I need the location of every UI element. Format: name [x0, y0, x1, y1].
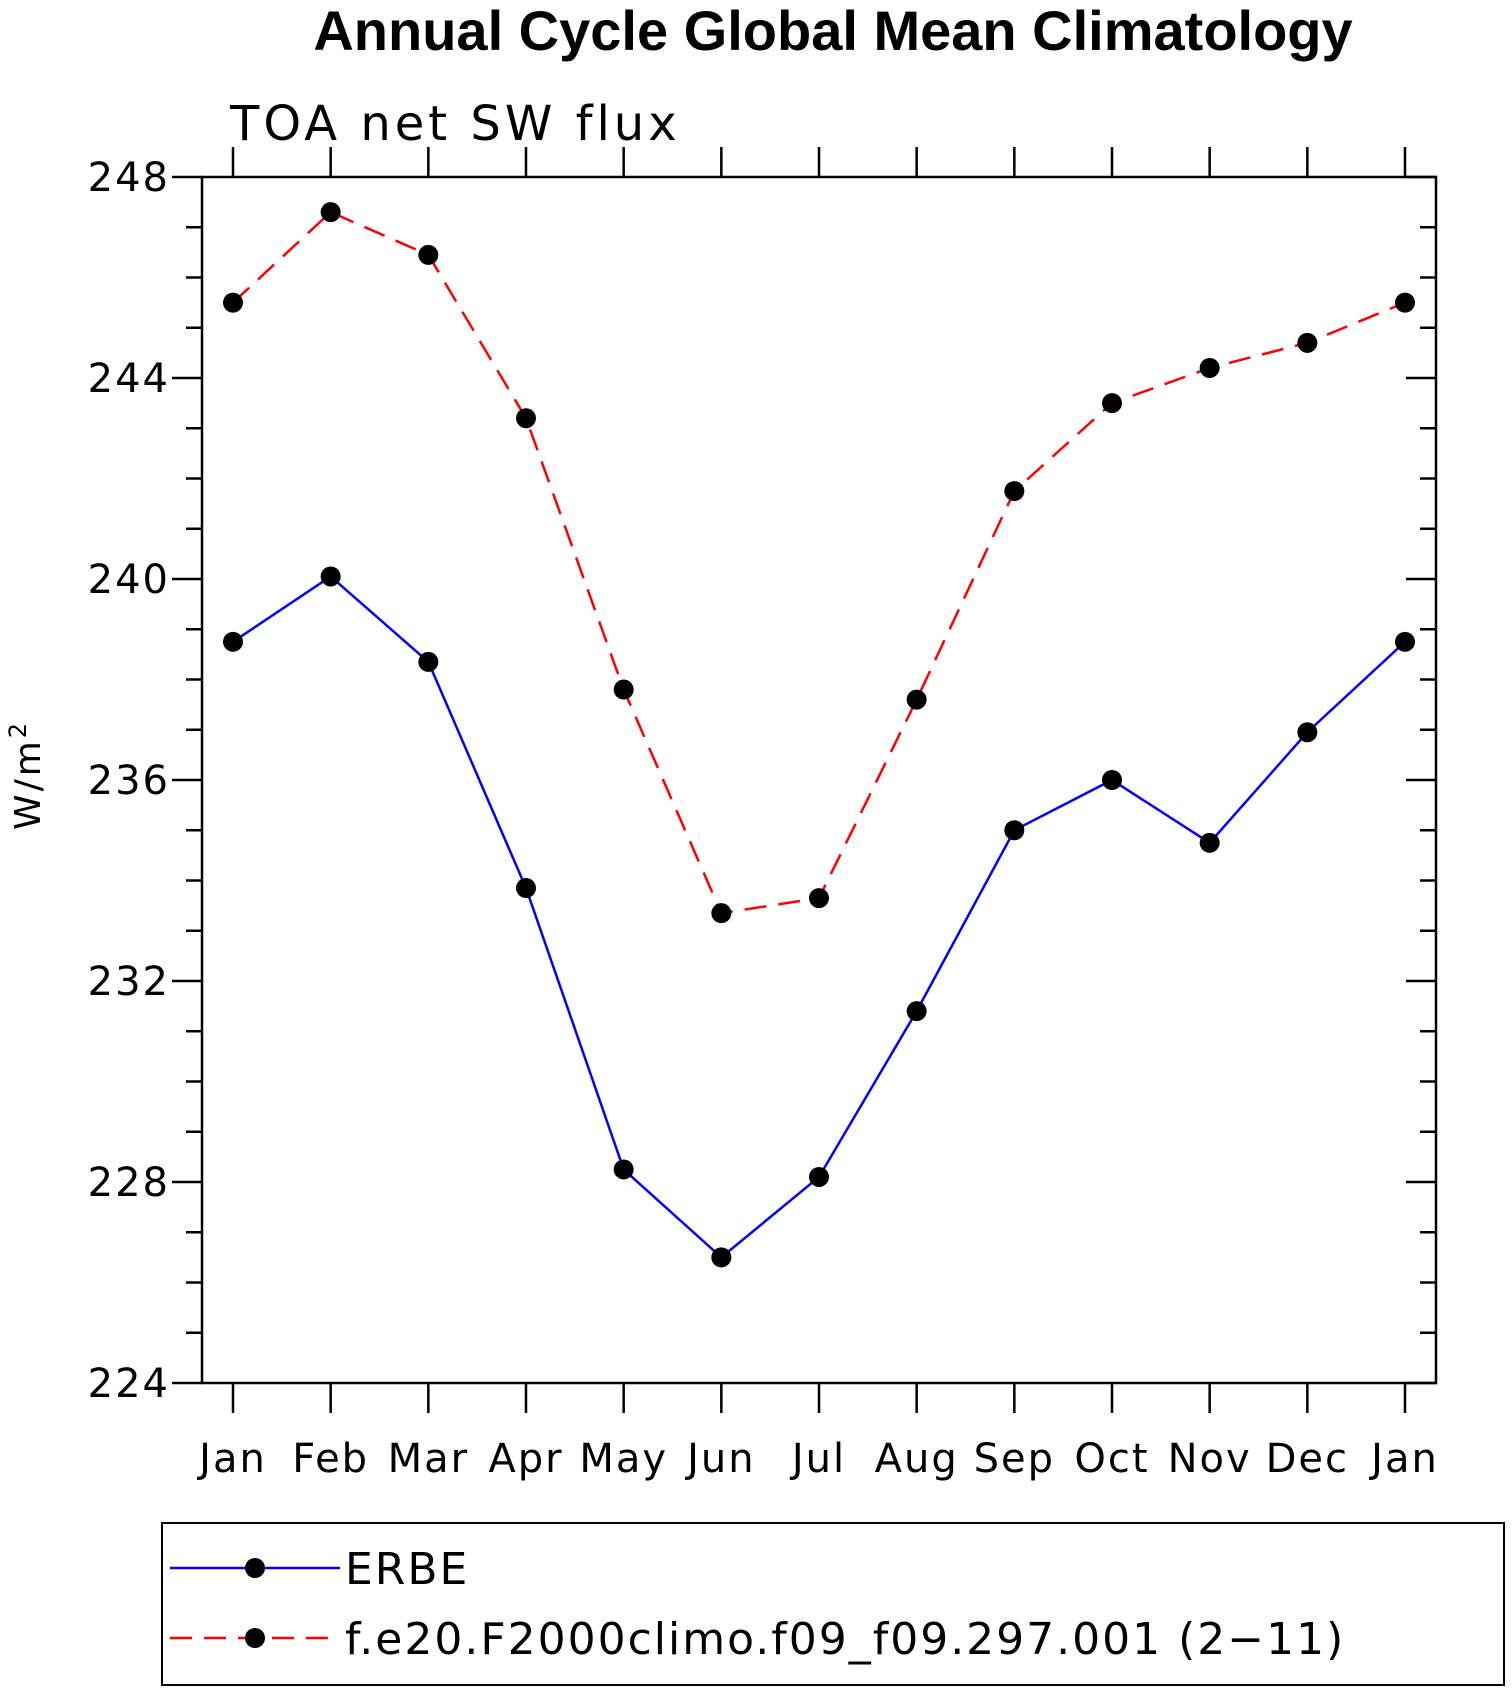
series-0-point — [906, 1001, 927, 1022]
series-1-point — [1004, 481, 1025, 502]
series-layer — [223, 202, 1415, 1268]
series-0-point — [1102, 770, 1122, 790]
series-0-point — [1004, 820, 1025, 841]
y-tick-label: 244 — [88, 356, 170, 402]
legend-label-0: ERBE — [345, 1544, 469, 1595]
series-0-point — [223, 631, 243, 652]
series-1-point — [418, 244, 439, 265]
chart-subtitle: TOA net SW flux — [229, 96, 681, 152]
series-line-0 — [232, 574, 1406, 1260]
series-0-point — [1297, 722, 1318, 743]
series-0-point — [1199, 832, 1220, 853]
plot-frame — [200, 175, 1438, 1385]
y-axis-label-superscript: 2 — [4, 720, 32, 738]
x-tick-label: Jul — [789, 1436, 846, 1482]
series-line-1 — [232, 210, 1406, 915]
x-tick-label: Aug — [875, 1436, 959, 1482]
legend-box — [161, 1522, 1505, 1686]
series-1-point — [809, 888, 829, 909]
legend-label-1: f.e20.F2000climo.f09_f09.297.001 (2−11) — [345, 1614, 1345, 1665]
x-tick-label: May — [579, 1436, 668, 1482]
series-0-point — [1395, 631, 1415, 652]
y-axis-label-text: W/m — [8, 738, 49, 830]
legend: ERBE f.e20.F2000climo.f09_f09.297.001 (2−… — [161, 1522, 1505, 1686]
series-0-point — [613, 1159, 634, 1180]
series-1-point — [906, 689, 927, 710]
series-1-point — [711, 903, 732, 924]
y-tick-label: 232 — [88, 959, 170, 1005]
series-0-point — [418, 651, 439, 672]
series-0-point — [320, 566, 341, 587]
axes: 224 228 232 236 240 244 248 Jan Feb Mar Apr May Jun J… — [88, 147, 1439, 1482]
y-axis-label: W/m2 — [4, 720, 49, 830]
y-tick-label: 248 — [88, 155, 170, 201]
y-tick-label: 228 — [88, 1160, 170, 1206]
series-1-point — [1199, 357, 1220, 378]
series-0-point — [809, 1166, 829, 1187]
x-tick-label: Oct — [1074, 1436, 1149, 1482]
y-tick-label: 236 — [88, 758, 170, 804]
x-tick-label: Apr — [488, 1436, 563, 1482]
series-1-point — [613, 679, 634, 700]
series-1-point — [1102, 393, 1122, 414]
legend-marker-0 — [245, 1558, 265, 1578]
series-1-point — [1297, 332, 1318, 353]
x-tick-label: Dec — [1266, 1436, 1349, 1482]
x-tick-label: Jan — [1368, 1436, 1439, 1482]
legend-marker-1 — [245, 1628, 265, 1648]
y-tick-label: 240 — [88, 557, 170, 603]
x-tick-label: Sep — [974, 1436, 1055, 1482]
x-tick-label: Nov — [1168, 1436, 1252, 1482]
series-0-point — [516, 878, 536, 899]
x-tick-label: Feb — [292, 1436, 369, 1482]
series-1-point — [1395, 292, 1415, 313]
x-tick-label: Jan — [196, 1436, 267, 1482]
x-tick-label: Jun — [684, 1436, 756, 1482]
chart-title: Annual Cycle Global Mean Climatology — [313, 0, 1352, 62]
series-1-point — [223, 292, 243, 313]
series-1-point — [516, 408, 536, 429]
series-1-point — [320, 202, 341, 223]
series-0-point — [711, 1247, 732, 1268]
x-tick-label: Mar — [388, 1436, 469, 1482]
y-tick-label: 224 — [88, 1361, 170, 1407]
